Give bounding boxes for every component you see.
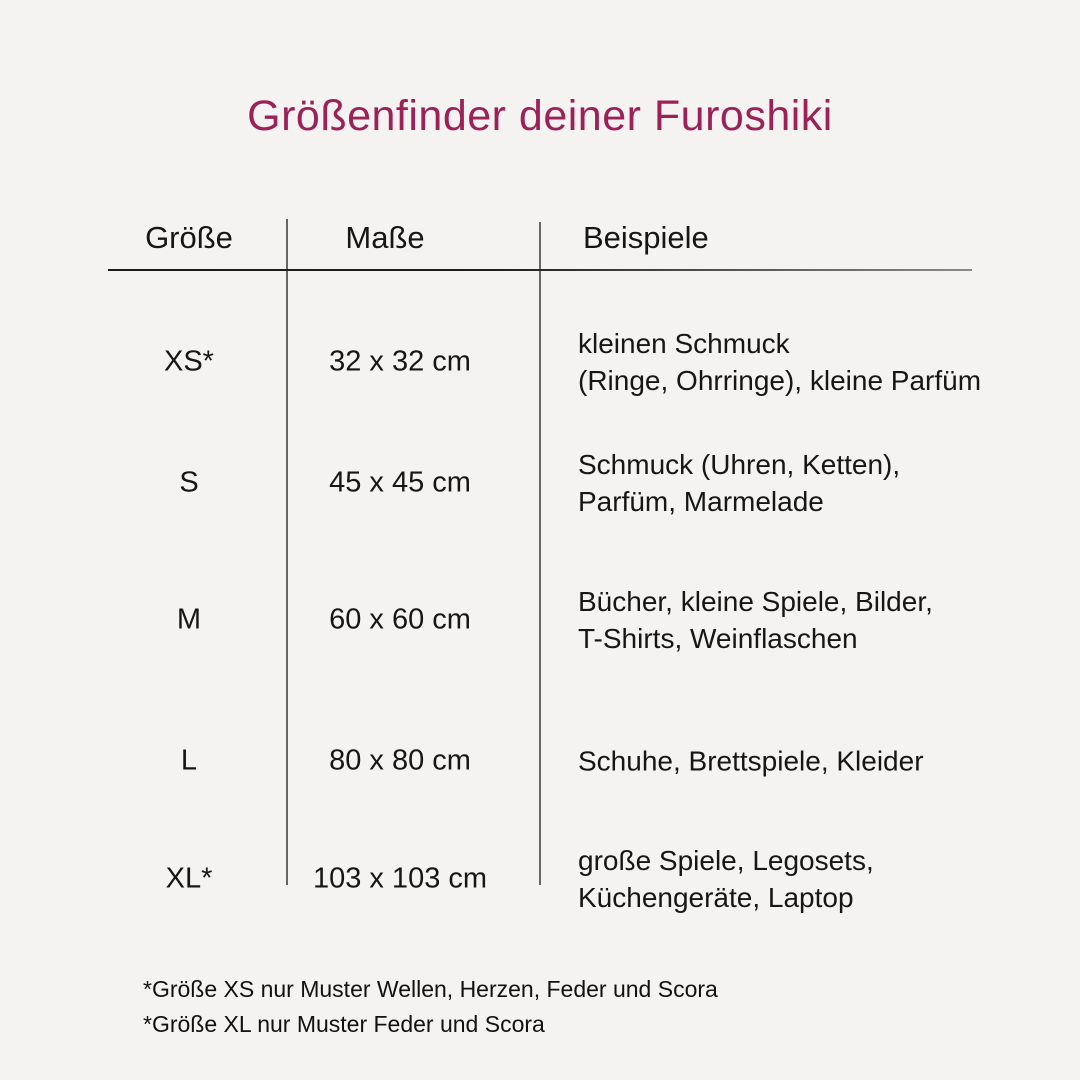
table-row-l-examples: Schuhe, Brettspiele, Kleider (578, 745, 924, 777)
table-row-xl-examples: große Spiele, Legosets, Küchengeräte, La… (578, 845, 874, 913)
table-row-m-examples: Bücher, kleine Spiele, Bilder, T-Shirts,… (578, 586, 933, 654)
table-row-m-dimensions: 60 x 60 cm (329, 603, 471, 636)
column-divider-1 (286, 219, 288, 885)
column-divider-2 (539, 222, 541, 885)
table-row-l-size: L (180, 744, 198, 777)
table-row-s-examples: Schmuck (Uhren, Ketten), Parfüm, Marmela… (578, 449, 901, 517)
table-row-l-dimensions: 80 x 80 cm (329, 744, 471, 777)
table-row-xs-dimensions: 32 x 32 cm (329, 345, 471, 378)
table-row-s-size: S (179, 466, 199, 499)
table-row-xs-size: XS* (164, 345, 214, 378)
column-header-dimensions: Maße (345, 220, 425, 255)
footnote-xl: *Größe XL nur Muster Feder und Scora (143, 1011, 545, 1037)
table-row-s-dimensions: 45 x 45 cm (329, 466, 471, 499)
header-underline (108, 269, 972, 271)
table-row-m-size: M (176, 603, 202, 636)
table-row-xl-dimensions: 103 x 103 cm (312, 862, 488, 895)
column-header-examples: Beispiele (583, 220, 709, 255)
table-row-xs-examples: kleinen Schmuck (Ringe, Ohrringe), klein… (578, 328, 982, 396)
page-title: Größenfinder deiner Furoshiki (247, 91, 833, 140)
column-header-size: Größe (145, 220, 233, 255)
footnote-xs: *Größe XS nur Muster Wellen, Herzen, Fed… (143, 976, 718, 1002)
footnotes: *Größe XS nur Muster Wellen, Herzen, Fed… (143, 972, 718, 1042)
table-row-xl-size: XL* (165, 862, 213, 895)
